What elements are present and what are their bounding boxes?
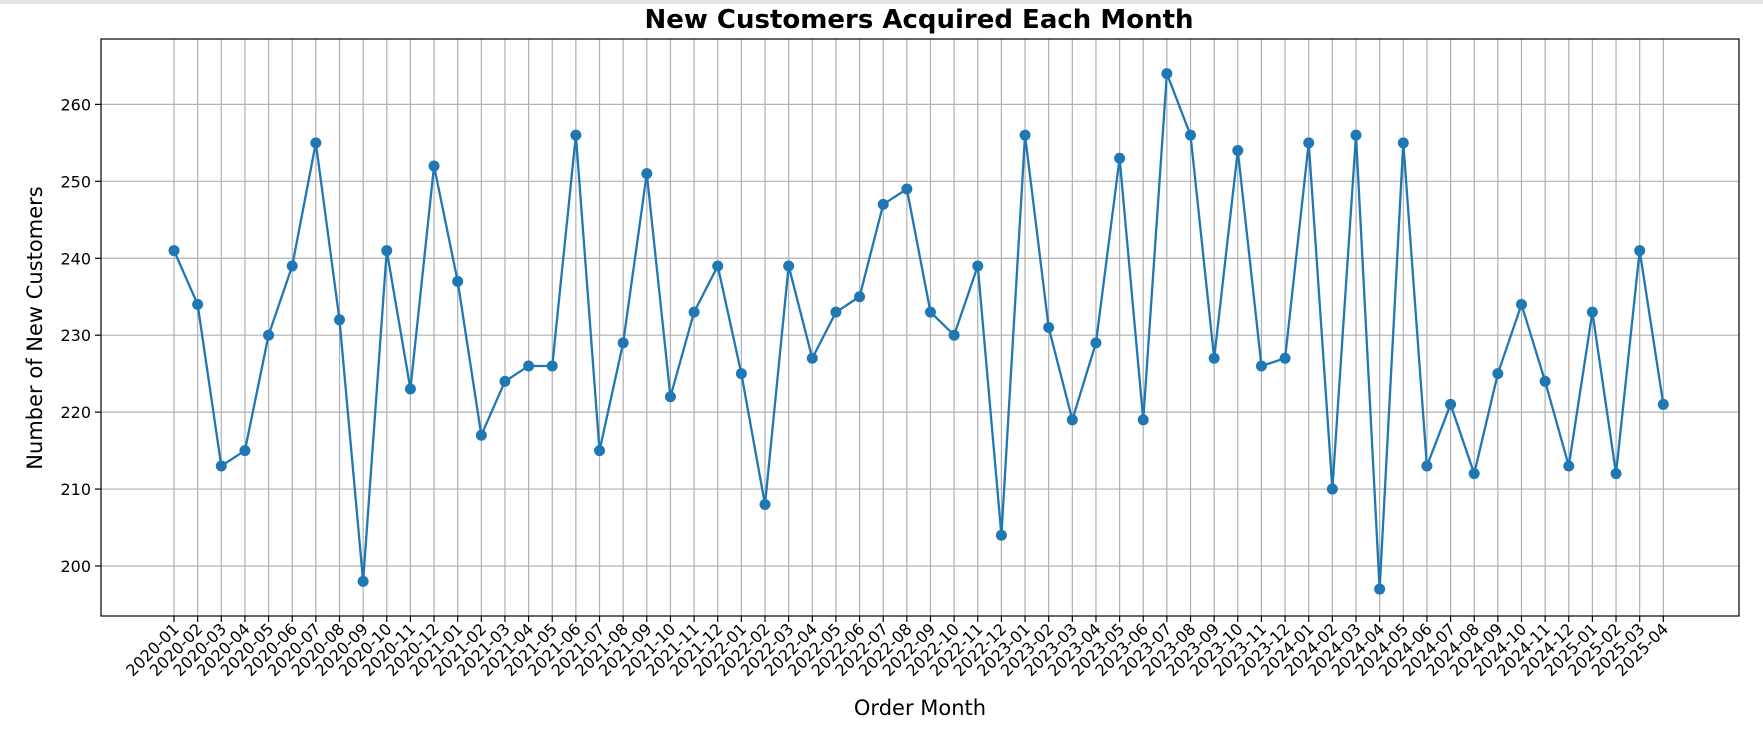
data-point — [1586, 306, 1598, 318]
data-point — [428, 160, 440, 172]
data-points — [168, 68, 1669, 595]
data-point — [239, 445, 251, 457]
data-point — [759, 498, 771, 510]
data-point — [286, 260, 298, 272]
y-tick-label: 250 — [60, 172, 91, 191]
y-tick-label: 210 — [60, 480, 91, 499]
data-point — [854, 291, 866, 303]
data-point — [1563, 460, 1575, 472]
x-axis-label: Order Month — [854, 696, 986, 720]
data-point — [1090, 337, 1102, 349]
data-point — [664, 391, 676, 403]
x-axis-ticks: 2020-012020-022020-032020-042020-052020-… — [122, 616, 1672, 680]
plot-frame — [100, 38, 1740, 617]
data-point — [1303, 137, 1315, 149]
data-point — [712, 260, 724, 272]
y-axis-label: Number of New Customers — [23, 186, 47, 469]
data-point — [1066, 414, 1078, 426]
data-point — [1208, 352, 1220, 364]
data-point — [1397, 137, 1409, 149]
data-point — [1161, 68, 1173, 80]
data-point — [995, 529, 1007, 541]
data-point — [924, 306, 936, 318]
data-point — [830, 306, 842, 318]
y-tick-label: 260 — [60, 95, 91, 114]
data-point — [1043, 322, 1055, 333]
data-point — [357, 575, 369, 587]
chart-title: New Customers Acquired Each Month — [644, 5, 1193, 35]
data-point — [1421, 460, 1433, 472]
data-point — [1326, 483, 1338, 495]
data-point — [1279, 352, 1291, 364]
data-point — [404, 383, 416, 395]
data-point — [452, 275, 464, 287]
data-point — [381, 245, 393, 257]
data-point — [617, 337, 629, 349]
data-point — [972, 260, 984, 272]
data-point — [641, 168, 653, 180]
data-point — [1185, 129, 1197, 141]
data-point — [1232, 145, 1244, 157]
data-point — [1137, 414, 1149, 426]
data-point — [688, 306, 700, 318]
data-point — [263, 329, 275, 341]
data-point — [333, 314, 345, 326]
data-point — [948, 329, 960, 341]
data-point — [546, 360, 558, 372]
y-tick-label: 240 — [60, 249, 91, 268]
data-point — [1350, 129, 1362, 141]
data-point — [168, 245, 180, 257]
data-point — [783, 260, 795, 272]
data-point — [1445, 398, 1457, 410]
data-point — [1492, 368, 1504, 380]
data-point — [1657, 398, 1669, 410]
y-tick-label: 220 — [60, 403, 91, 422]
data-point — [192, 298, 204, 310]
data-point — [215, 460, 227, 472]
data-point — [570, 129, 582, 141]
top-border — [0, 0, 1763, 4]
y-tick-label: 230 — [60, 326, 91, 345]
series-line — [172, 73, 1665, 590]
data-point — [1114, 152, 1126, 164]
data-point — [877, 198, 889, 210]
y-tick-label: 200 — [60, 557, 91, 576]
y-axis-ticks: 200 210 220 230 240 250 260 — [60, 95, 101, 576]
data-point — [735, 368, 747, 380]
data-point — [901, 183, 913, 195]
data-point — [1610, 468, 1622, 480]
data-point — [499, 375, 511, 387]
data-point — [594, 445, 606, 457]
data-point — [310, 137, 322, 149]
data-point — [1374, 583, 1386, 595]
data-point — [475, 429, 487, 441]
data-point — [1539, 375, 1551, 387]
data-point — [806, 352, 818, 364]
grid-lines — [101, 39, 1739, 616]
data-point — [1634, 245, 1646, 257]
data-point — [1019, 129, 1031, 141]
data-point — [523, 360, 535, 372]
data-point — [1255, 360, 1267, 372]
data-point — [1468, 468, 1480, 480]
data-point — [1515, 298, 1527, 310]
